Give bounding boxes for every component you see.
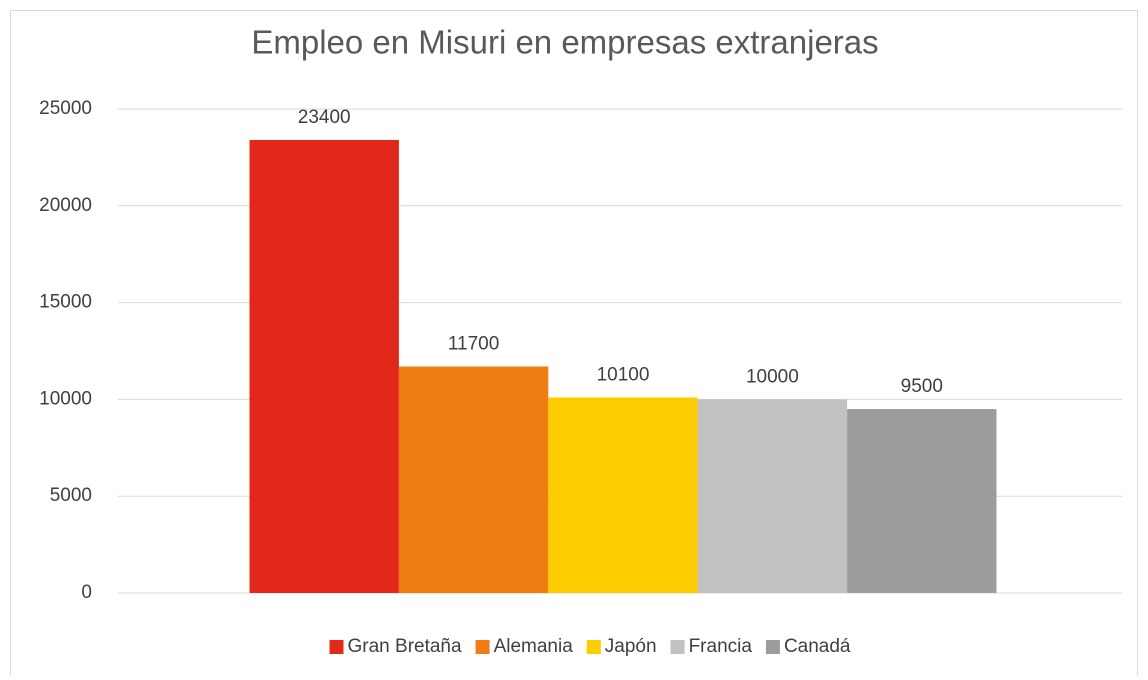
legend-label: Japón bbox=[605, 636, 657, 657]
legend-swatch bbox=[765, 640, 780, 654]
y-tick-label: 10000 bbox=[39, 388, 92, 409]
bar bbox=[548, 397, 698, 593]
y-tick-label: 0 bbox=[81, 582, 92, 603]
bar bbox=[398, 366, 549, 593]
data-label: 9500 bbox=[901, 376, 943, 397]
legend-swatch bbox=[670, 640, 685, 654]
bar bbox=[249, 139, 399, 593]
legend-swatch bbox=[475, 640, 490, 654]
data-label: 10000 bbox=[746, 366, 799, 387]
bar bbox=[697, 399, 848, 593]
legend-label: Francia bbox=[689, 636, 753, 657]
y-tick-label: 5000 bbox=[50, 485, 92, 506]
chart-title: Empleo en Misuri en empresas extranjeras bbox=[251, 24, 878, 61]
y-tick-label: 25000 bbox=[39, 98, 92, 119]
legend-label: Gran Bretaña bbox=[348, 636, 462, 657]
legend-swatch bbox=[586, 640, 601, 654]
bar bbox=[847, 409, 997, 593]
y-tick-label: 20000 bbox=[39, 195, 92, 216]
y-tick-label: 15000 bbox=[39, 292, 92, 313]
legend-swatch bbox=[329, 640, 344, 654]
data-label: 23400 bbox=[298, 107, 351, 128]
data-label: 10100 bbox=[597, 364, 650, 385]
legend: Gran Bretaña Alemania Japón Francia Canadá bbox=[329, 636, 851, 657]
legend-label: Alemania bbox=[494, 636, 574, 657]
data-label: 11700 bbox=[448, 334, 499, 355]
legend-label: Canadá bbox=[784, 636, 851, 657]
